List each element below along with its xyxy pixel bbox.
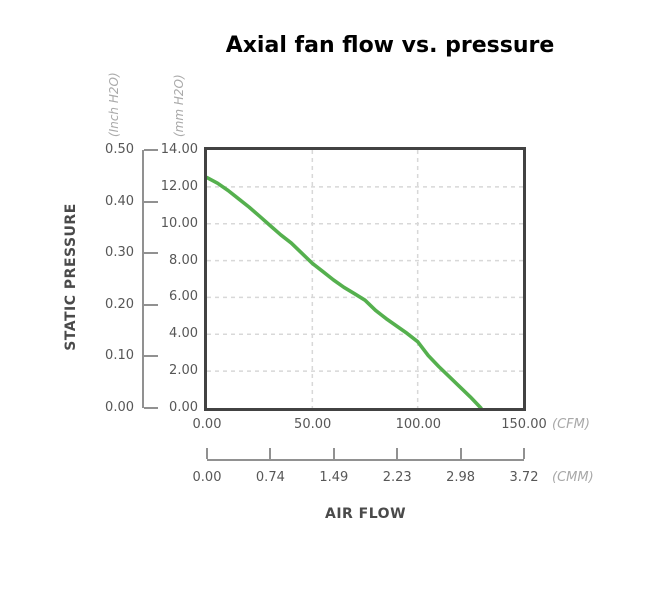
tick-label: 0.10 bbox=[105, 348, 134, 364]
tick-label: 0.74 bbox=[255, 470, 285, 485]
tick-mark bbox=[144, 200, 158, 203]
tick-label: 1.49 bbox=[319, 470, 349, 485]
tick-mark bbox=[332, 448, 335, 459]
y-axis-mm-unit-label: (mm H2O) bbox=[172, 74, 186, 137]
tick-mark bbox=[206, 448, 208, 459]
tick-label: 10.00 bbox=[160, 215, 198, 231]
tick-mark bbox=[144, 407, 158, 409]
tick-label: 12.00 bbox=[160, 178, 198, 194]
tick-label: 0.30 bbox=[105, 245, 134, 261]
tick-label: 0.00 bbox=[105, 400, 134, 415]
tick-label: 0.00 bbox=[192, 417, 222, 432]
y-axis-mm-tick-labels: 14.00 12.00 10.00 8.00 6.00 4.00 2.00 0.00 bbox=[156, 143, 198, 415]
gridlines bbox=[207, 150, 523, 408]
tick-label: 3.72 bbox=[509, 470, 539, 485]
tick-label: 4.00 bbox=[169, 326, 198, 342]
tick-label: 6.00 bbox=[169, 289, 198, 305]
fan-curve-plot bbox=[207, 150, 523, 408]
plot-area bbox=[204, 147, 526, 411]
tick-mark bbox=[144, 355, 158, 358]
tick-label: 50.00 bbox=[294, 417, 332, 432]
tick-label: 2.23 bbox=[382, 470, 412, 485]
x-axis-cfm-unit-label: (CFM) bbox=[552, 417, 590, 432]
y-axis-title: STATIC PRESSURE bbox=[63, 203, 79, 351]
y-axis-inch-ruler bbox=[142, 149, 158, 409]
x-axis-cmm-unit-label: (CMM) bbox=[552, 470, 594, 485]
tick-label: 0.40 bbox=[105, 193, 134, 209]
tick-mark bbox=[144, 303, 158, 306]
tick-label: 0.00 bbox=[192, 470, 222, 485]
tick-label: 0.50 bbox=[105, 142, 134, 157]
tick-mark bbox=[144, 252, 158, 255]
tick-mark bbox=[459, 448, 462, 459]
tick-mark bbox=[269, 448, 272, 459]
y-axis-inch-tick-labels: 0.50 0.40 0.30 0.20 0.10 0.00 bbox=[94, 143, 134, 415]
tick-mark bbox=[396, 448, 399, 459]
x-axis-cmm-ruler bbox=[206, 448, 525, 461]
tick-label: 8.00 bbox=[169, 252, 198, 268]
y-axis-inch-unit-label: (Inch H2O) bbox=[107, 72, 121, 137]
chart-title: Axial fan flow vs. pressure bbox=[225, 33, 555, 58]
x-axis-title: AIR FLOW bbox=[324, 506, 407, 522]
tick-mark bbox=[523, 448, 525, 459]
x-axis-cfm-tick-labels: 0.00 50.00 100.00 150.00 bbox=[193, 417, 547, 433]
x-axis-cmm-tick-labels: 0.00 0.74 1.49 2.23 2.98 3.72 bbox=[193, 470, 539, 486]
tick-label: 14.00 bbox=[160, 142, 198, 157]
tick-label: 2.98 bbox=[446, 470, 476, 485]
tick-label: 0.00 bbox=[169, 400, 198, 415]
tick-label: 2.00 bbox=[169, 363, 198, 379]
tick-mark bbox=[144, 149, 158, 151]
tick-label: 100.00 bbox=[395, 417, 442, 432]
tick-label: 0.20 bbox=[105, 296, 134, 312]
tick-label: 150.00 bbox=[501, 417, 547, 432]
fan-curve-line bbox=[207, 175, 483, 408]
